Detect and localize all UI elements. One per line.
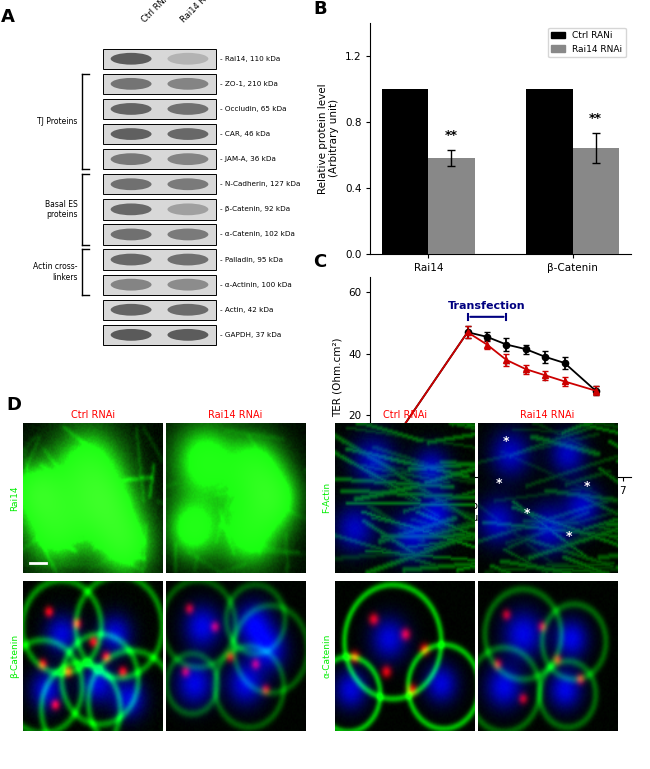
Ellipse shape [168, 103, 209, 115]
Ellipse shape [168, 78, 209, 90]
Bar [103, 249, 216, 270]
Bar [103, 74, 216, 94]
Text: Rai14 RNAi: Rai14 RNAi [179, 0, 218, 25]
Text: Transfection: Transfection [448, 301, 526, 311]
Ellipse shape [168, 254, 209, 265]
Text: - JAM-A, 36 kDa: - JAM-A, 36 kDa [220, 156, 276, 162]
Text: D: D [6, 396, 21, 414]
Text: C: C [313, 253, 326, 271]
Text: F-Actin: F-Actin [322, 482, 332, 514]
Ellipse shape [168, 53, 209, 65]
Ellipse shape [111, 178, 151, 190]
Ellipse shape [168, 153, 209, 165]
Text: B: B [313, 0, 327, 18]
Ellipse shape [111, 304, 151, 315]
Text: *: * [523, 368, 529, 381]
Text: Actin cross-
linkers: Actin cross- linkers [32, 262, 77, 281]
Ellipse shape [111, 128, 151, 140]
Text: *: * [496, 478, 502, 490]
Text: - α-Actinin, 100 kDa: - α-Actinin, 100 kDa [220, 281, 292, 288]
Bar [382, 89, 428, 254]
Text: Rai14 RNAi: Rai14 RNAi [209, 410, 263, 420]
Ellipse shape [168, 178, 209, 190]
Ellipse shape [111, 103, 151, 115]
Ellipse shape [111, 53, 151, 65]
Text: TJ Proteins: TJ Proteins [37, 117, 77, 126]
Text: - Rai14, 110 kDa: - Rai14, 110 kDa [220, 55, 280, 62]
Text: - Actin, 42 kDa: - Actin, 42 kDa [220, 307, 273, 313]
Text: Rai14 RNAi: Rai14 RNAi [521, 410, 575, 420]
Text: *: * [503, 435, 510, 448]
Bar [428, 158, 474, 254]
Legend: Ctrl RANi, Rai14 RNAi: Ctrl RANi, Rai14 RNAi [548, 28, 626, 58]
Text: - GAPDH, 37 kDa: - GAPDH, 37 kDa [220, 332, 281, 338]
Ellipse shape [168, 329, 209, 341]
Bar [103, 149, 216, 169]
X-axis label: Time of Sertoli cells in
culture (Day): Time of Sertoli cells in culture (Day) [443, 501, 558, 523]
Text: A: A [1, 8, 15, 26]
Text: - α-Catenin, 102 kDa: - α-Catenin, 102 kDa [220, 231, 295, 238]
Ellipse shape [168, 204, 209, 215]
Text: α-Catenin: α-Catenin [322, 634, 332, 677]
Text: **: ** [589, 112, 602, 125]
Y-axis label: Relative protein level
(Arbitrary unit): Relative protein level (Arbitrary unit) [318, 83, 339, 194]
Ellipse shape [111, 254, 151, 265]
Ellipse shape [168, 304, 209, 315]
Text: - Occludin, 65 kDa: - Occludin, 65 kDa [220, 106, 287, 112]
Legend: Ctrl RNAi, Rai14 RNAi: Ctrl RNAi, Rai14 RNAi [375, 442, 453, 472]
Bar [103, 199, 216, 219]
Bar [103, 275, 216, 295]
Bar [103, 98, 216, 119]
Bar [526, 89, 573, 254]
Text: *: * [524, 508, 530, 520]
Text: - Palladin, 95 kDa: - Palladin, 95 kDa [220, 257, 283, 262]
Bar [103, 124, 216, 145]
Text: - ZO-1, 210 kDa: - ZO-1, 210 kDa [220, 81, 278, 87]
Text: *: * [566, 530, 573, 543]
Text: - CAR, 46 kDa: - CAR, 46 kDa [220, 131, 270, 137]
Text: *: * [503, 359, 510, 372]
Text: *: * [584, 480, 591, 493]
Ellipse shape [111, 279, 151, 291]
Ellipse shape [168, 128, 209, 140]
Ellipse shape [111, 78, 151, 90]
Bar [103, 174, 216, 195]
Ellipse shape [111, 228, 151, 241]
Bar [103, 48, 216, 69]
Ellipse shape [111, 204, 151, 215]
Text: β-Catenin: β-Catenin [10, 634, 20, 677]
Text: Rai14: Rai14 [10, 485, 20, 511]
Bar [103, 225, 216, 245]
Ellipse shape [168, 228, 209, 241]
Text: - N-Cadherin, 127 kDa: - N-Cadherin, 127 kDa [220, 181, 300, 188]
Ellipse shape [168, 279, 209, 291]
Text: Ctrl RNAi: Ctrl RNAi [383, 410, 426, 420]
Ellipse shape [111, 153, 151, 165]
Ellipse shape [111, 329, 151, 341]
Text: - β-Catenin, 92 kDa: - β-Catenin, 92 kDa [220, 206, 290, 212]
Y-axis label: TER (Ohm.cm²): TER (Ohm.cm²) [333, 337, 343, 417]
Text: Ctrl RNAi: Ctrl RNAi [71, 410, 114, 420]
Bar [103, 300, 216, 320]
Text: Ctrl RNAi: Ctrl RNAi [140, 0, 174, 25]
Text: Basal ES
proteins: Basal ES proteins [45, 200, 77, 219]
Bar [573, 148, 619, 254]
Text: *: * [542, 375, 548, 388]
Bar [103, 325, 216, 345]
Text: **: ** [445, 128, 458, 141]
